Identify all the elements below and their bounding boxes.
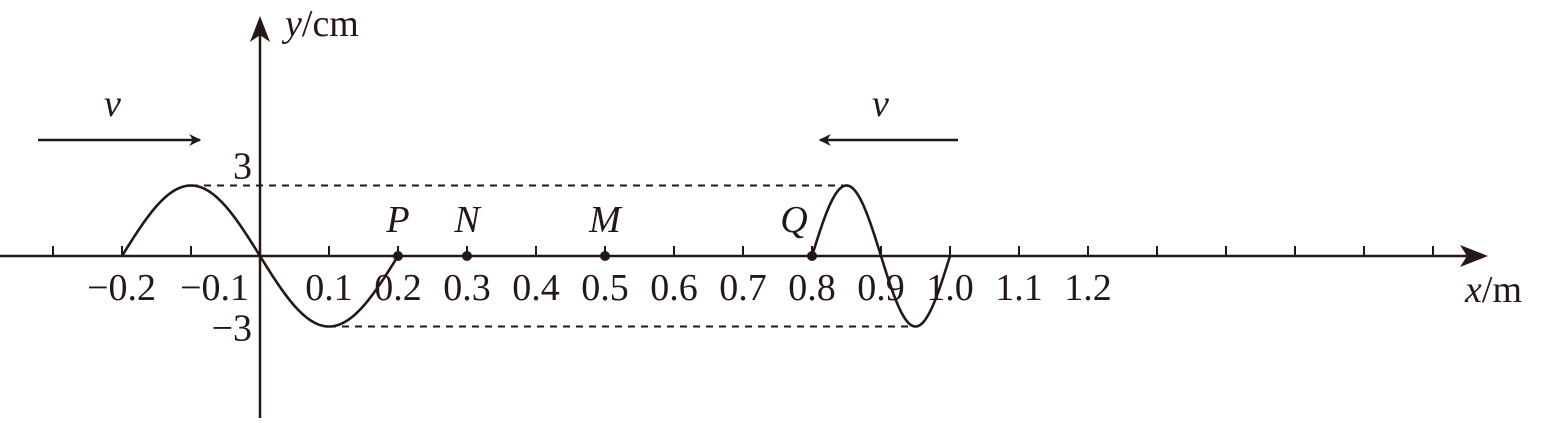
point-m-label: M [588, 199, 623, 241]
amplitude-guides [191, 184, 916, 328]
x-tick-label: 0.5 [581, 267, 629, 309]
point-p-marker [393, 251, 403, 261]
right-wave-curve [810, 184, 952, 328]
x-tick-label: 0.3 [443, 267, 491, 309]
x-tick-label: 1.2 [1064, 267, 1112, 309]
point-n-marker [462, 251, 472, 261]
tick-labels: −0.2 −0.1 0.1 0.2 0.3 0.4 0.5 0.6 0.7 0.8 0.9 1.0 1.… [87, 146, 1112, 350]
y-tick-label: 3 [233, 146, 252, 188]
point-n-label: N [453, 199, 482, 241]
y-tick-label: −3 [212, 308, 252, 350]
point-p-label: P [385, 199, 409, 241]
x-tick-label: 0.7 [719, 267, 767, 309]
left-wave-velocity-label: v [104, 83, 121, 125]
left-wave-curve [120, 184, 400, 328]
x-tick-label: −0.2 [87, 267, 156, 309]
x-tick-label: 0.4 [512, 267, 560, 309]
y-axis-arrowhead [250, 16, 270, 42]
right-wave-velocity-label: v [872, 83, 889, 125]
point-m-marker [600, 251, 610, 261]
x-tick-label: −0.1 [180, 267, 249, 309]
x-tick-label: 0.8 [788, 267, 836, 309]
wave-curves [120, 184, 952, 328]
x-tick-label: 0.2 [374, 267, 422, 309]
x-tick-label: 0.6 [650, 267, 698, 309]
x-tick-label: 1.1 [995, 267, 1043, 309]
x-axis-title: x/m [1464, 269, 1522, 311]
y-axis-title: y/cm [281, 3, 359, 45]
x-tick-label: 0.1 [305, 267, 353, 309]
x-axis-arrowhead [1460, 245, 1488, 267]
point-q-label: Q [780, 199, 807, 241]
point-q-marker [807, 251, 817, 261]
